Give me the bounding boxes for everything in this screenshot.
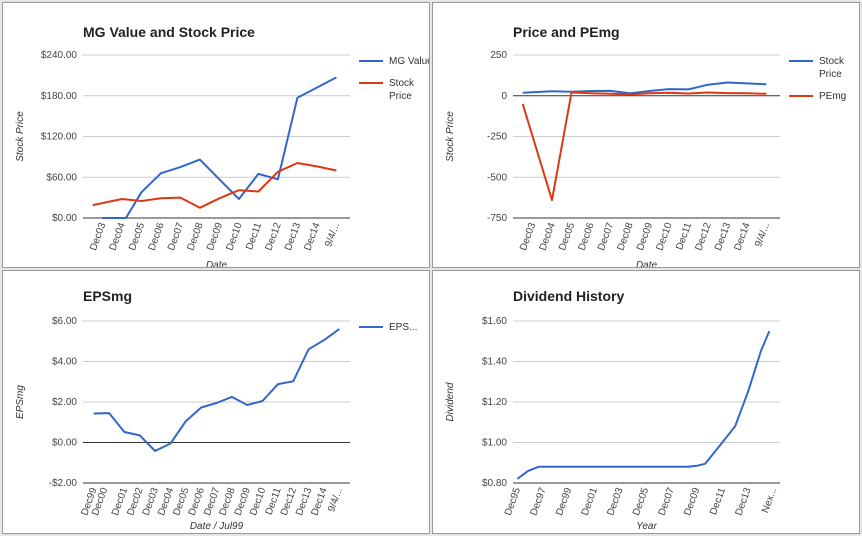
chart0-y-tick-label: $240.00 [41, 50, 78, 61]
chart1-x-tick-label: Dec12 [693, 221, 713, 252]
chart0-x-tick-label: Dec03 [88, 221, 108, 252]
chart-dividend-history-svg: Dividend History $0.80 $1.00 $1.20 $1.40 $1.6… [445, 288, 780, 532]
chart1-x-tick-label: Dec10 [655, 221, 675, 252]
chart0-title: MG Value and Stock Price [83, 24, 255, 40]
chart3-y-tick-label: $1.60 [482, 316, 507, 327]
chart0-x-tick-label: Dec09 [205, 221, 225, 252]
chart1-x-tick-label: Dec07 [596, 221, 616, 252]
chart3-x-tick-label: Dec95 [503, 486, 523, 517]
chart0-x-tick-label: Dec05 [127, 221, 147, 252]
chart3-x-tick-label: Dec05 [631, 486, 651, 517]
chart3-y-tick-label: $1.20 [482, 397, 507, 408]
chart0-x-tick-label: Dec10 [225, 221, 245, 252]
chart1-y-tick-label: -250 [487, 132, 507, 143]
chart1-x-tick-label: Dec03 [518, 221, 538, 252]
chart0-x-tick-label: Dec07 [166, 221, 186, 252]
chart0-x-tick-label: Dec11 [244, 221, 264, 252]
chart2-y-tick-label: $0.00 [52, 438, 77, 449]
chart2-x-axis-label: Date / Jul99 [190, 521, 244, 532]
chart3-y-axis-label: Dividend [445, 382, 456, 421]
chart1-x-axis-label: Date [636, 260, 658, 268]
chart1-series-line-1 [522, 81, 767, 95]
chart1-x-tick-label: Dec05 [557, 221, 577, 252]
chart3-x-tick-label: Dec13 [734, 486, 754, 517]
chart2-series-line-1 [93, 328, 340, 452]
chart2-y-tick-label: $6.00 [52, 316, 77, 327]
chart0-x-tick-label: Dec13 [283, 221, 303, 252]
chart1-title: Price and PEmg [513, 24, 620, 40]
chart1-x-tick-label: Dec08 [616, 221, 636, 252]
chart1-legend-label: Stock [819, 56, 845, 67]
chart3-y-tick-label: $1.00 [482, 438, 507, 449]
chart3-x-tick-label: Dec01 [580, 486, 600, 517]
chart1-x-tick-label: Dec13 [713, 221, 733, 252]
chart3-x-tick-label: Nex... [760, 486, 779, 514]
chart1-x-tick-label: Dec04 [538, 221, 558, 252]
chart3-y-tick-label: $0.80 [482, 478, 507, 489]
chart0-x-tick-label: Dec06 [147, 221, 167, 252]
chart3-x-tick-label: Dec07 [657, 486, 677, 517]
chart0-y-tick-label: $60.00 [46, 172, 77, 183]
chart0-x-tick-label: Dec08 [186, 221, 206, 252]
chart1-legend-label: Price [819, 69, 842, 80]
chart3-x-tick-label: Dec99 [554, 486, 574, 517]
chart2-y-axis-label: EPSmg [15, 385, 26, 419]
chart1-series-line-2 [521, 91, 767, 202]
chart0-x-tick-label: Dec12 [263, 221, 283, 252]
chart0-legend-label: Price [389, 91, 412, 102]
chart3-series-line-1 [516, 330, 771, 480]
chart1-y-tick-label: -750 [487, 213, 507, 224]
chart1-y-tick-label: -500 [487, 172, 507, 183]
chart1-x-tick-label: 9/4/... [753, 221, 772, 248]
chart0-y-tick-label: $120.00 [41, 132, 78, 143]
chart0-y-axis-label: Stock Price [15, 111, 26, 162]
chart0-series-line-2 [92, 162, 337, 209]
chart3-x-tick-label: Dec97 [528, 486, 548, 517]
chart0-y-tick-label: $0.00 [52, 213, 77, 224]
chart-panel-mg-value: MG Value and Stock Price $0.00 $60.00 $120.… [2, 2, 430, 268]
chart-price-pemg-svg: Price and PEmg -750 -500 -250 0 250 Dec03 Dec04… [445, 24, 846, 268]
chart3-title: Dividend History [513, 288, 624, 304]
chart3-x-axis-label: Year [636, 521, 657, 532]
chart1-x-tick-label: Dec14 [732, 221, 752, 252]
chart2-y-tick-label: $2.00 [52, 397, 77, 408]
chart-panel-epsmg: EPSmg -$2.00 $0.00 $2.00 $4.00 $6.00 Dec99 Dec0… [2, 270, 430, 534]
chart1-legend-label: PEmg [819, 91, 846, 102]
chart1-x-tick-label: Dec06 [577, 221, 597, 252]
chart1-y-tick-label: 0 [501, 91, 507, 102]
chart3-x-tick-label: Dec09 [682, 486, 702, 517]
chart2-y-tick-label: $4.00 [52, 357, 77, 368]
chart3-x-tick-label: Dec11 [708, 486, 728, 517]
chart2-y-tick-label: -$2.00 [49, 478, 78, 489]
chart0-series-line-1 [102, 76, 337, 219]
chart1-x-tick-label: Dec11 [674, 221, 694, 252]
chart1-x-tick-label: Dec09 [635, 221, 655, 252]
chart3-y-tick-label: $1.40 [482, 357, 507, 368]
chart-epsmg-svg: EPSmg-$2.00$0.00$2.00$4.00$6.00Dec99Dec0… [15, 288, 417, 532]
chart0-x-tick-label: Dec14 [302, 221, 322, 252]
chart-panel-dividend-history: Dividend History $0.80 $1.00 $1.20 $1.40 $1.6… [432, 270, 860, 534]
chart2-legend-label: EPS... [389, 322, 417, 333]
chart0-x-tick-label: Dec04 [108, 221, 128, 252]
chart1-y-tick-label: 250 [490, 50, 507, 61]
chart-mg-value-svg: MG Value and Stock Price $0.00 $60.00 $120.… [15, 24, 430, 268]
chart3-x-tick-label: Dec03 [605, 486, 625, 517]
chart0-legend-label: MG Value [389, 56, 430, 67]
chart1-y-axis-label: Stock Price [445, 111, 456, 162]
chart0-legend-label: Stock [389, 78, 415, 89]
chart2-title: EPSmg [83, 288, 132, 304]
chart0-x-axis-label: Date [206, 260, 228, 268]
chart-panel-price-pemg: Price and PEmg -750 -500 -250 0 250 Dec03 Dec04… [432, 2, 860, 268]
chart0-x-tick-label: 9/4/... [323, 221, 342, 248]
chart0-y-tick-label: $180.00 [41, 91, 78, 102]
